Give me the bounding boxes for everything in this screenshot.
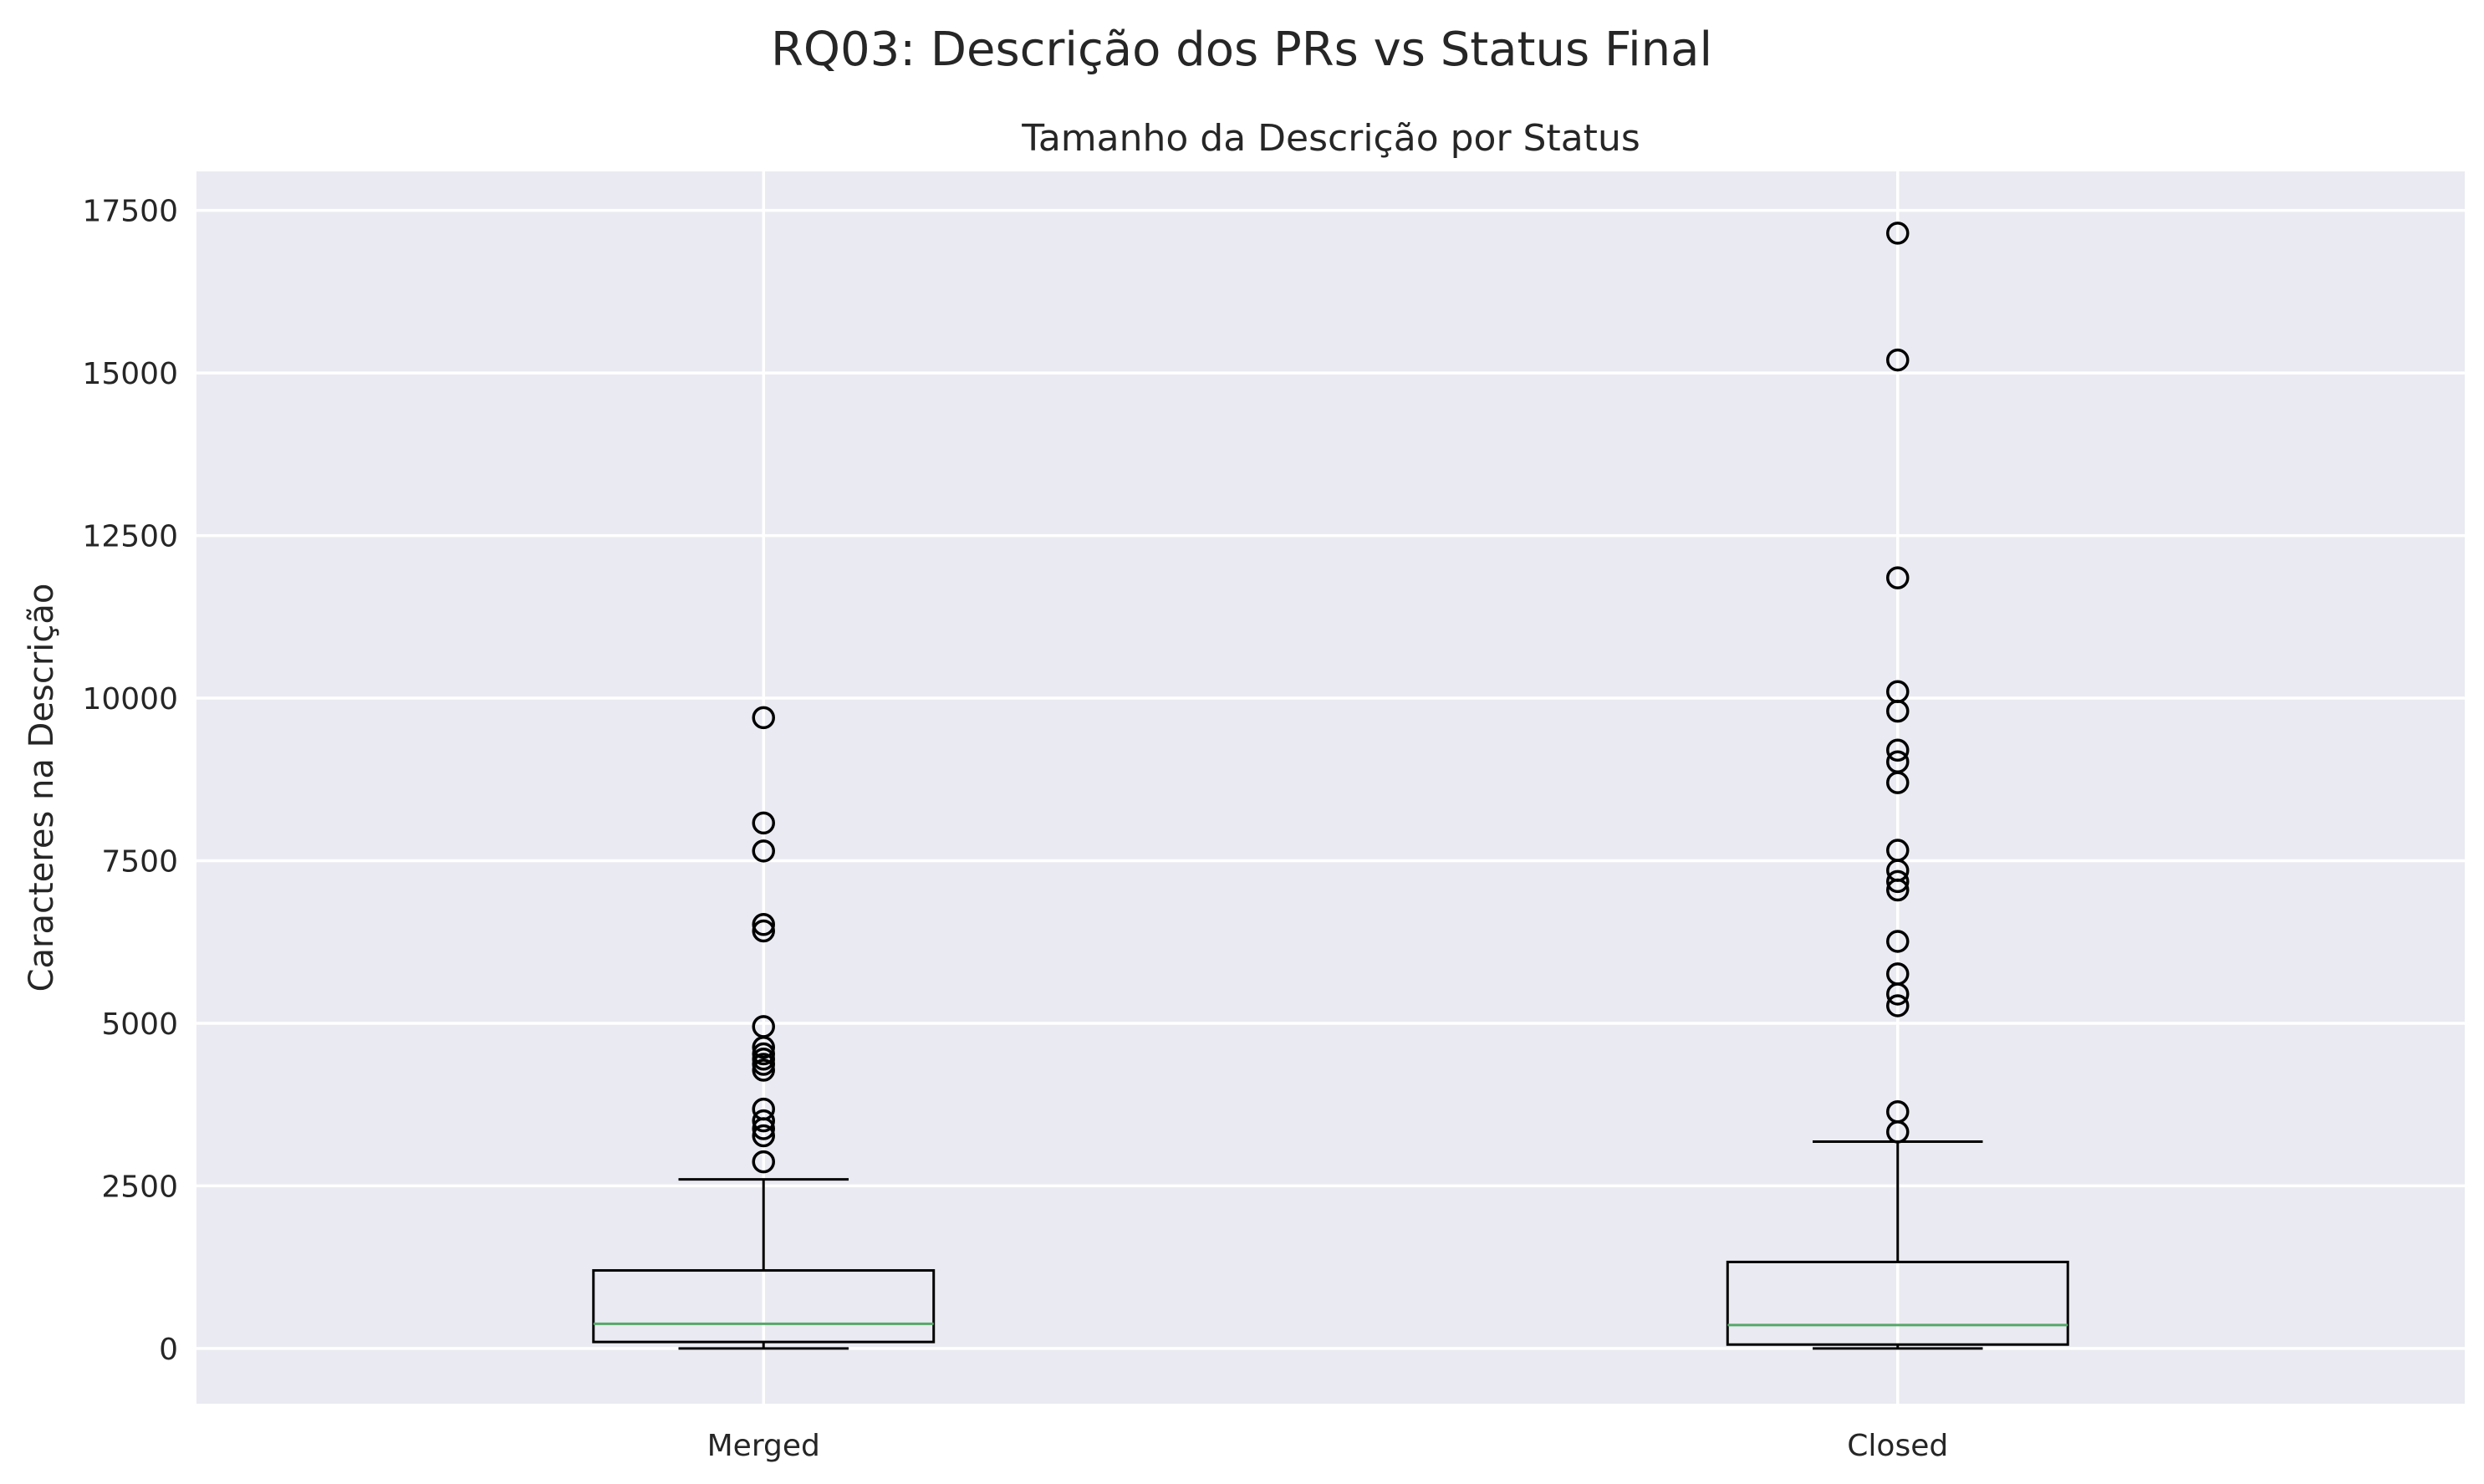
outlier-point — [1886, 869, 1910, 894]
outlier-point — [752, 811, 775, 835]
box-closed — [1726, 222, 2069, 1350]
y-tick-label-1: 2500 — [101, 1170, 178, 1204]
outlier-point — [1886, 1100, 1910, 1124]
y-tick-label-5: 12500 — [82, 520, 178, 554]
outlier-point — [752, 1042, 775, 1066]
outlier-point — [752, 1097, 775, 1121]
plot-area — [196, 171, 2465, 1404]
outlier-point — [1886, 348, 1910, 372]
iqr-box — [592, 1269, 936, 1344]
y-tick-label-0: 0 — [159, 1333, 178, 1367]
y-tick-label-3: 7500 — [101, 845, 178, 880]
outlier-point — [1886, 566, 1910, 589]
x-tick-label-1: Closed — [1847, 1429, 1948, 1463]
chart-title: Tamanho da Descrição por Status — [1021, 117, 1640, 160]
box-merged — [592, 706, 936, 1350]
outlier-point — [752, 919, 775, 943]
y-axis-label: Caracteres na Descrição — [23, 584, 61, 992]
outlier-point — [752, 1058, 775, 1082]
box-plots — [592, 222, 2069, 1350]
outlier-point — [752, 839, 775, 863]
outlier-point — [1886, 680, 1910, 704]
y-tick-label-4: 10000 — [82, 682, 178, 717]
outlier-point — [1886, 839, 1910, 862]
outlier-point — [752, 1124, 775, 1148]
outlier-point — [752, 706, 775, 730]
outlier-point — [752, 912, 775, 936]
outlier-point — [1886, 994, 1910, 1017]
outlier-point — [752, 1109, 775, 1133]
y-tick-label-7: 17500 — [82, 195, 178, 229]
outlier-point — [1886, 738, 1910, 762]
outlier-point — [752, 1150, 775, 1174]
x-tick-label-0: Merged — [707, 1429, 820, 1463]
outlier-point — [1886, 222, 1910, 245]
outlier-point — [1886, 962, 1910, 986]
iqr-box — [1726, 1260, 2069, 1346]
chart-suptitle: RQ03: Descrição dos PRs vs Status Final — [771, 23, 1712, 77]
y-tick-label-2: 5000 — [101, 1007, 178, 1042]
outlier-point — [752, 1015, 775, 1038]
outlier-point — [1886, 750, 1910, 774]
tick-labels: 0 2500 5000 7500 10000 12500 15000 17500 Merged C… — [82, 195, 1948, 1463]
outlier-point — [1886, 930, 1910, 953]
y-tick-label-6: 15000 — [82, 357, 178, 391]
